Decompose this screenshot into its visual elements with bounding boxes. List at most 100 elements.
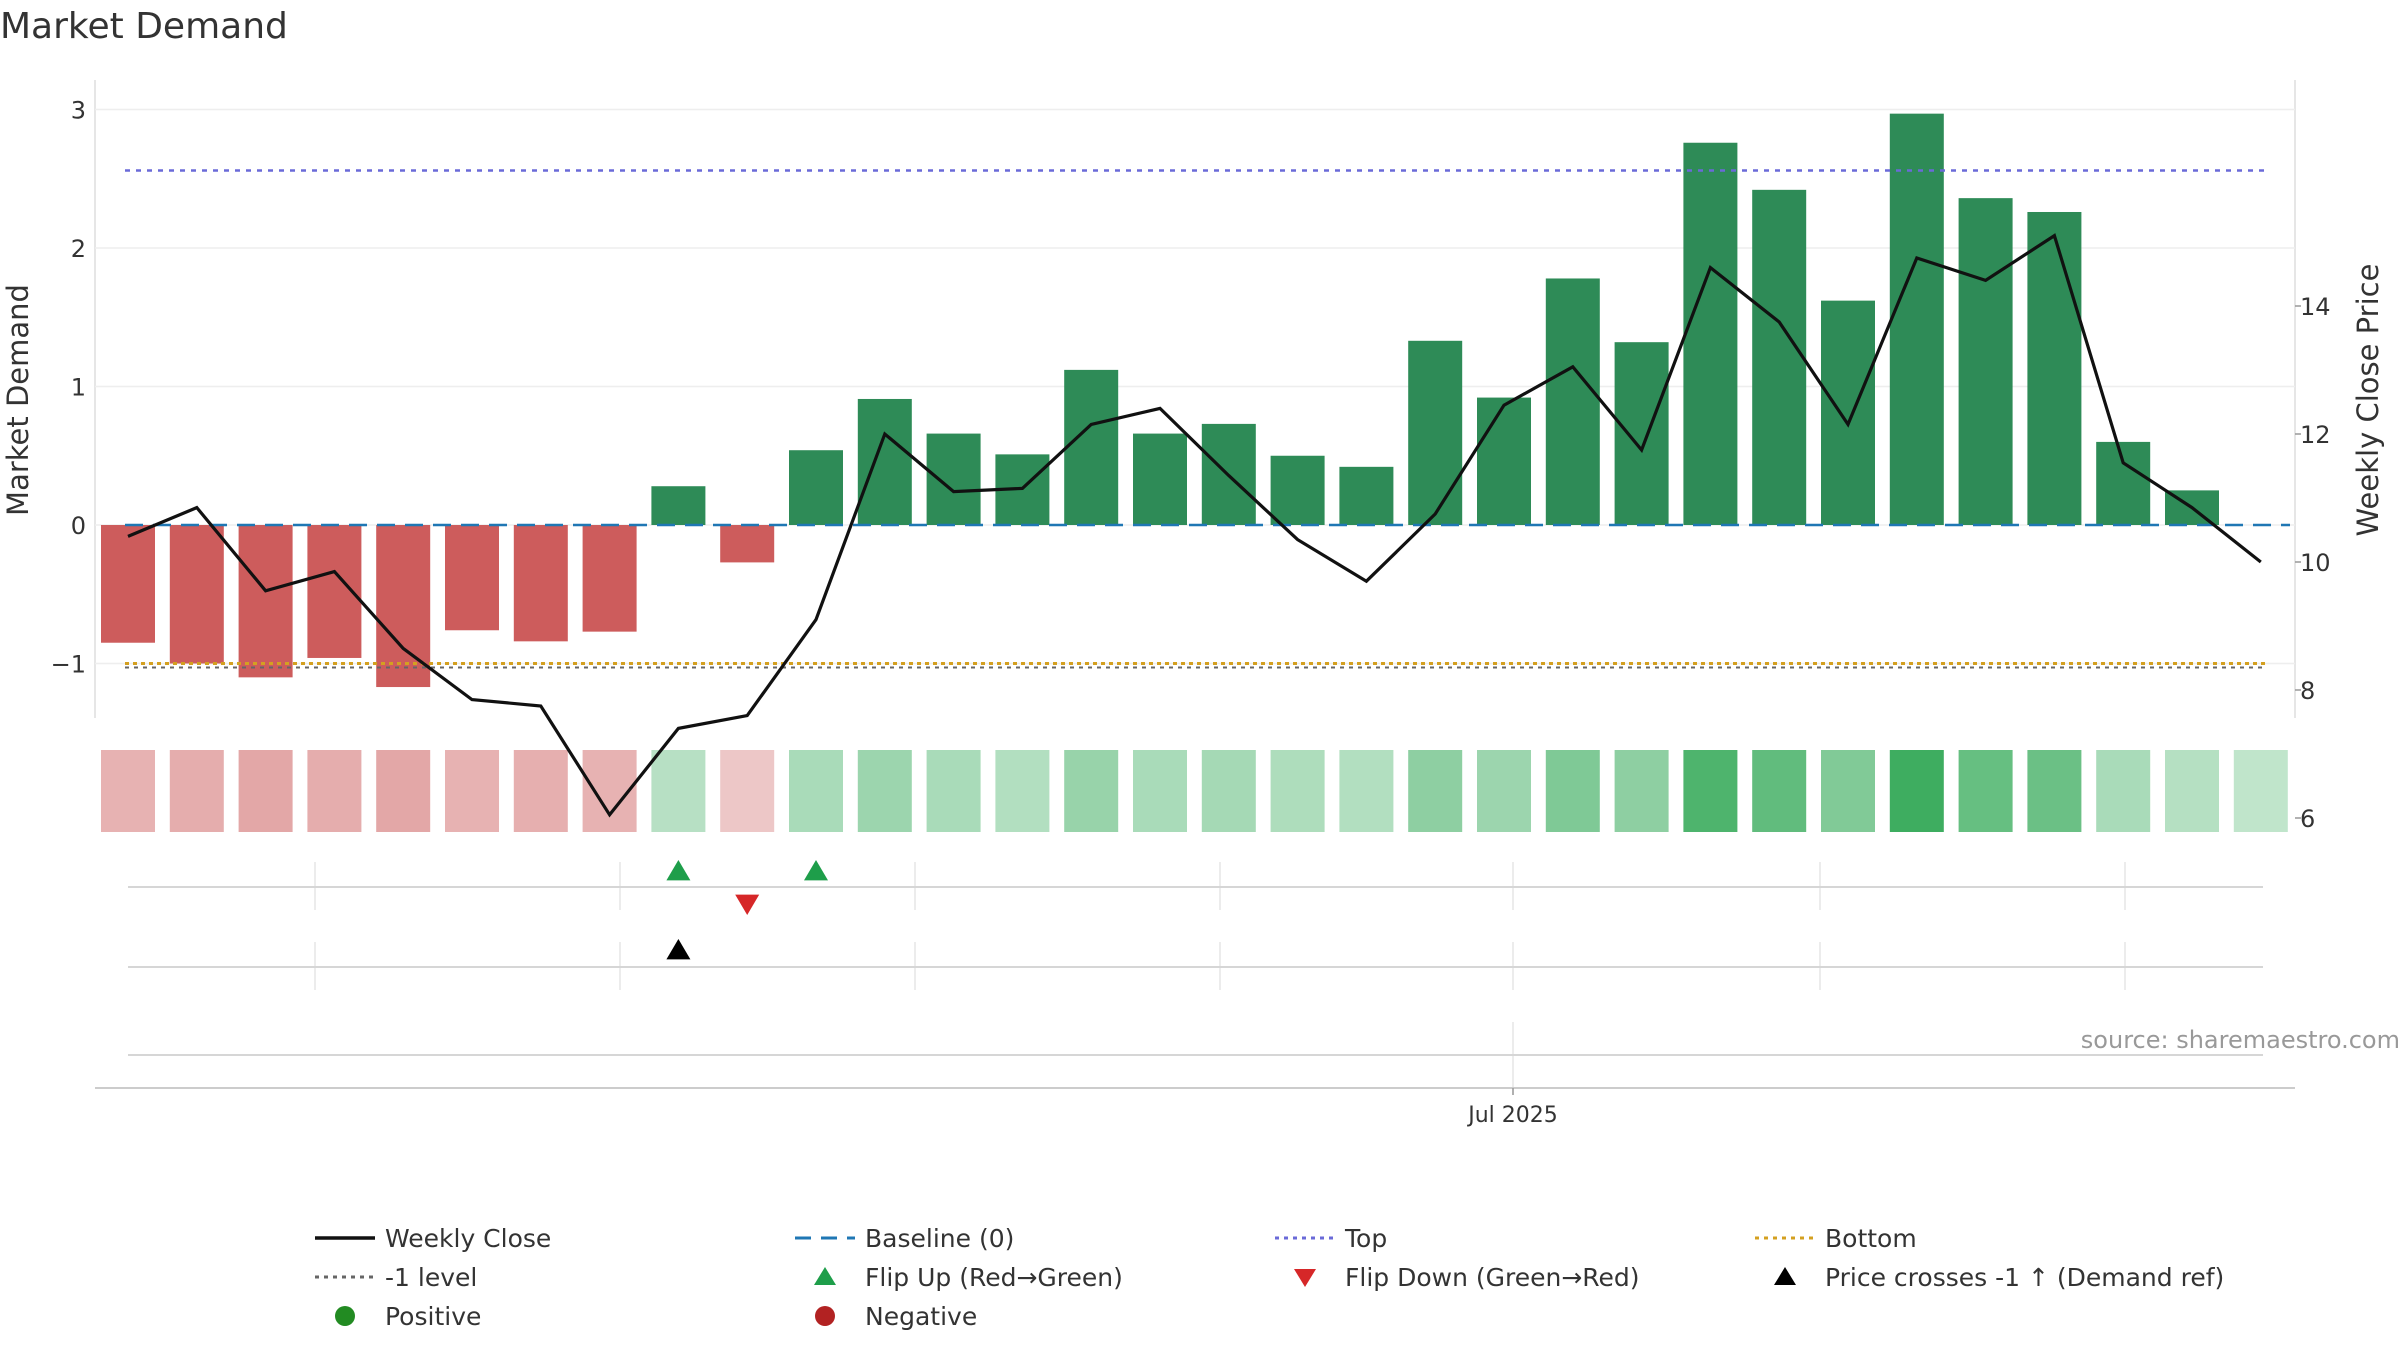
demand-bar (1958, 198, 2013, 525)
flip-down-marker (735, 894, 760, 915)
demand-heat-cell (2027, 750, 2082, 832)
legend-item: Price crosses -1 ↑ (Demand ref) (1774, 1263, 2224, 1292)
y-tick-label-left: 0 (71, 512, 86, 540)
demand-bar (720, 525, 775, 563)
demand-heat-cell (1683, 750, 1738, 832)
demand-heat-cell (1477, 750, 1531, 832)
demand-heat-cell (1614, 750, 1669, 832)
legend-label: Flip Down (Green→Red) (1345, 1263, 1640, 1292)
y-tick-label-right: 12 (2300, 421, 2331, 449)
demand-heat-cell (789, 750, 843, 832)
demand-bar (582, 525, 637, 632)
legend-label: Positive (385, 1302, 481, 1331)
legend-label: Baseline (0) (865, 1224, 1014, 1253)
demand-heat-cell (720, 750, 775, 832)
demand-bar (1339, 466, 1394, 525)
demand-bar (1821, 300, 1875, 525)
legend-swatch-triangle-down (1294, 1269, 1316, 1287)
legend-swatch-dot (335, 1306, 355, 1326)
legend-label: Price crosses -1 ↑ (Demand ref) (1825, 1263, 2224, 1292)
demand-heat-cell (1408, 750, 1463, 832)
flip-up-marker (804, 860, 828, 881)
demand-heat-cell (1064, 750, 1119, 832)
legend-label: Bottom (1825, 1224, 1917, 1253)
demand-bar (1683, 142, 1738, 526)
demand-bar (1545, 278, 1600, 525)
legend-item: Weekly Close (315, 1224, 551, 1253)
legend-label: Top (1344, 1224, 1387, 1253)
y-tick-label-right: 14 (2300, 293, 2331, 321)
price-cross-marker (666, 939, 691, 960)
demand-bar (1270, 455, 1325, 525)
demand-heat-cell (238, 750, 293, 832)
y-tick-label-right: 6 (2300, 805, 2315, 833)
legend-item: Negative (815, 1302, 977, 1331)
legend-item: Positive (335, 1302, 481, 1331)
demand-heat-cell (445, 750, 499, 832)
legend-label: Negative (865, 1302, 977, 1331)
demand-heat-cell (513, 750, 568, 832)
demand-bar (2027, 211, 2082, 526)
weekly-close-line (127, 233, 2262, 818)
demand-heat-cell (1958, 750, 2013, 832)
demand-bar (1614, 342, 1669, 525)
demand-heat-cell (1752, 750, 1807, 832)
demand-bar (445, 525, 499, 631)
demand-bar (513, 525, 568, 642)
demand-heat-cell (1201, 750, 1256, 832)
demand-heat-cell (1133, 750, 1187, 832)
demand-heat-cell (307, 750, 362, 832)
demand-bar (926, 433, 981, 525)
legend-item: Flip Down (Green→Red) (1294, 1263, 1640, 1292)
demand-heat-cell (2165, 750, 2219, 832)
chart-title: Market Demand (0, 6, 288, 47)
legend-item: Top (1275, 1224, 1387, 1253)
y-axis-label-left: Market Demand (1, 284, 35, 516)
demand-heat-cell (1545, 750, 1600, 832)
demand-heat-cell (926, 750, 981, 832)
demand-heat-cell (169, 750, 224, 832)
demand-heat-cell (376, 750, 431, 832)
demand-heat-cell (101, 750, 155, 832)
demand-heat-cell (995, 750, 1050, 832)
source-label: source: sharemaestro.com (2081, 1026, 2400, 1054)
y-tick-label-left: 3 (71, 97, 86, 125)
legend-item: Bottom (1755, 1224, 1917, 1253)
demand-bar (169, 525, 224, 664)
demand-heat-cell (2096, 750, 2151, 832)
legend-label: -1 level (385, 1263, 477, 1292)
demand-bar (1752, 189, 1807, 525)
demand-bar (651, 486, 706, 525)
legend-swatch-triangle-up (1774, 1267, 1796, 1285)
demand-bar (238, 525, 293, 678)
legend-item: Baseline (0) (795, 1224, 1014, 1253)
demand-bar (101, 525, 155, 643)
demand-bar (1889, 113, 1944, 525)
demand-heat-cell (651, 750, 706, 832)
demand-heat-cell (1889, 750, 1944, 832)
y-tick-label-left: 1 (71, 374, 86, 402)
legend-swatch-dot (815, 1306, 835, 1326)
demand-bar (1477, 397, 1531, 525)
y-tick-label-right: 10 (2300, 549, 2331, 577)
demand-heat-cell (1270, 750, 1325, 832)
legend-label: Weekly Close (385, 1224, 551, 1253)
demand-bar (1064, 369, 1119, 525)
demand-bar (2096, 441, 2151, 525)
legend-item: Flip Up (Red→Green) (814, 1263, 1123, 1292)
y-tick-label-left: 2 (71, 235, 86, 263)
x-tick-label: Jul 2025 (1466, 1103, 1558, 1128)
demand-heat-cell (857, 750, 912, 832)
demand-bar (857, 398, 912, 525)
demand-heat-cell (2233, 750, 2288, 832)
demand-bar (1408, 340, 1463, 525)
y-tick-label-left: −1 (51, 651, 86, 679)
legend-item: -1 level (315, 1263, 477, 1292)
legend-swatch-triangle-up (814, 1267, 836, 1285)
legend-label: Flip Up (Red→Green) (865, 1263, 1123, 1292)
y-axis-label-right: Weekly Close Price (2351, 264, 2385, 537)
flip-up-marker (666, 860, 691, 881)
demand-heat-cell (1821, 750, 1875, 832)
demand-bar (1133, 433, 1187, 525)
